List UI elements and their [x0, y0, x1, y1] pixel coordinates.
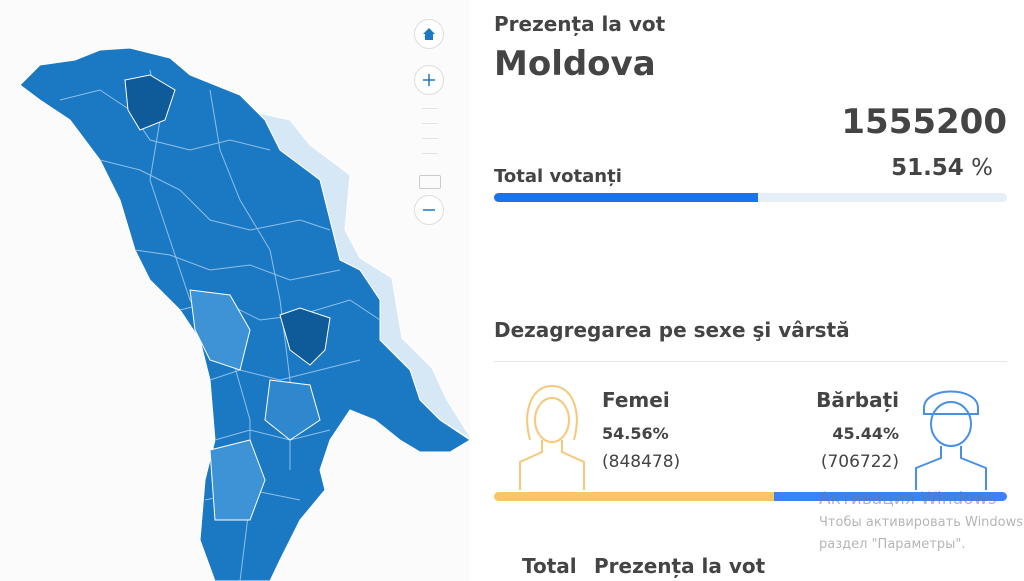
map[interactable]	[0, 0, 480, 581]
zoom-handle[interactable]	[419, 175, 441, 189]
watermark-title: Активация Windows	[819, 489, 997, 509]
male-percent: 45.44%	[832, 424, 899, 443]
female-icon	[519, 384, 585, 490]
district-light	[209, 439, 266, 521]
subtitle: Prezența la vot	[494, 12, 666, 36]
minus-icon	[423, 209, 435, 211]
zoom-tick	[422, 153, 438, 154]
female-label: Femei	[602, 388, 670, 412]
percent-unit: %	[971, 155, 993, 181]
table-header: Total	[522, 554, 577, 578]
turnout-bar	[494, 193, 759, 202]
total-voters: 1555200	[841, 102, 1007, 142]
turnout-percent: 51.54 %	[891, 155, 993, 181]
female-bar	[494, 492, 774, 501]
zoom-tick	[422, 138, 438, 139]
male-bar	[773, 492, 1007, 501]
turnout-track	[494, 193, 1007, 202]
district-dark	[279, 307, 331, 366]
table-header: Prezența la vot	[594, 554, 766, 578]
female-percent: 54.56%	[602, 424, 669, 443]
district-light	[189, 289, 251, 371]
percent-value: 51.54	[891, 155, 964, 181]
district-light	[264, 379, 321, 441]
watermark-line: Чтобы активировать Windows,	[819, 515, 1024, 530]
gender-track	[494, 492, 1007, 501]
zoom-tick	[422, 108, 438, 109]
male-label: Bărbați	[816, 388, 899, 412]
divider	[494, 361, 1007, 362]
zoom-in-button[interactable]	[414, 65, 444, 95]
moldova-shape[interactable]	[19, 47, 471, 581]
turnout-label: Total votanți	[494, 166, 622, 187]
district-dark	[124, 74, 176, 131]
male-icon	[915, 390, 987, 490]
home-icon	[423, 28, 435, 40]
watermark-line: раздел "Параметры".	[819, 537, 966, 552]
zoom-out-button[interactable]	[414, 195, 444, 225]
female-count: (848478)	[602, 452, 681, 472]
zoom-tick	[422, 123, 438, 124]
title: Moldova	[494, 44, 656, 84]
section-title: Dezagregarea pe sexe şi vârstă	[494, 318, 850, 342]
home-button[interactable]	[414, 19, 444, 49]
male-count: (706722)	[820, 452, 899, 472]
plus-icon	[423, 74, 435, 86]
